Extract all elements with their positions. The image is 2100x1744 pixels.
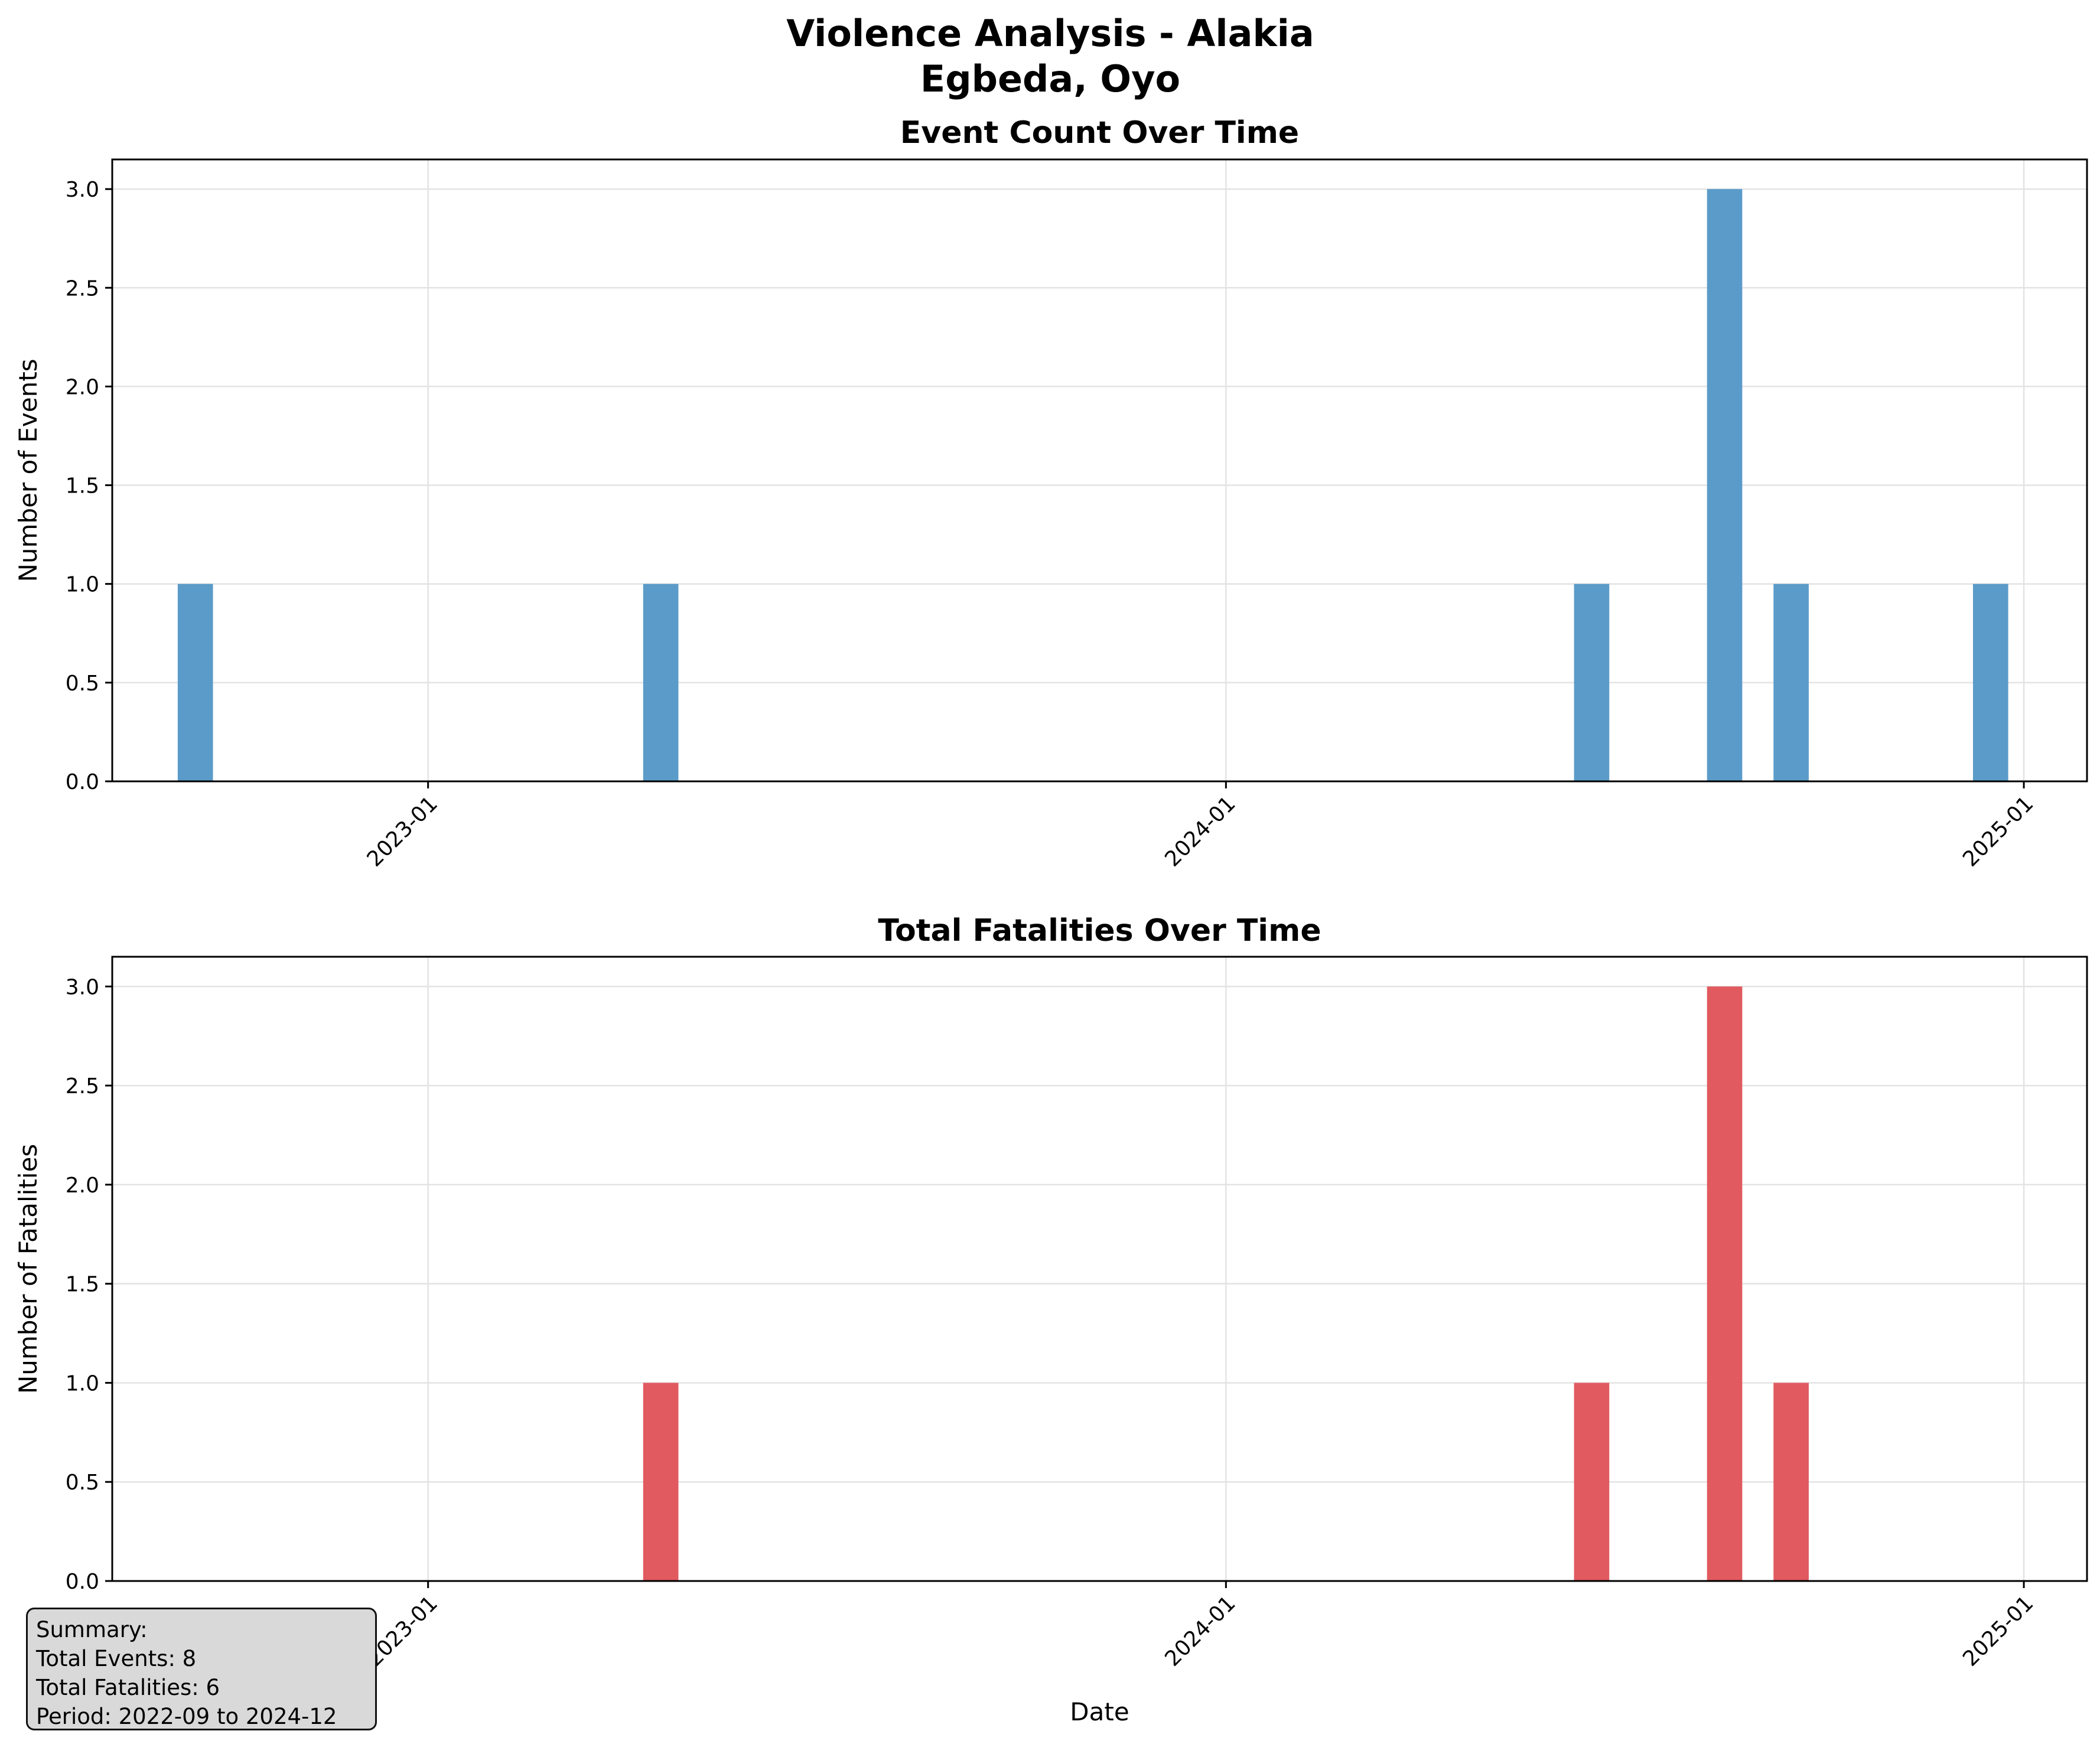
summary-total-fatalities: Total Fatalities: 6	[36, 1675, 220, 1700]
x-tick-label: 2023-01	[363, 791, 442, 871]
x-tick-label: 2025-01	[1958, 791, 2038, 871]
chart-title: Event Count Over Time	[900, 115, 1299, 151]
y-tick-label: 0.5	[66, 671, 99, 696]
y-tick-label: 1.0	[66, 1371, 99, 1396]
figure-title-line2: Egbeda, Oyo	[920, 57, 1180, 100]
y-tick-label: 0.0	[66, 770, 99, 794]
bar-2022-09	[177, 583, 213, 781]
y-tick-label: 2.0	[66, 375, 99, 399]
x-axis-label: Date	[1070, 1697, 1129, 1726]
y-axis-label: Number of Events	[14, 358, 43, 582]
bar-2024-06	[1574, 583, 1610, 781]
bar-2024-06	[1574, 1383, 1610, 1581]
summary-heading: Summary:	[36, 1617, 148, 1642]
bar-2023-04	[643, 1383, 679, 1581]
y-axis-label: Number of Fatalities	[14, 1144, 43, 1394]
x-tick-label: 2024-01	[1160, 791, 1240, 871]
y-tick-label: 2.5	[66, 276, 99, 301]
summary-box: Summary: Total Events: 8 Total Fatalitie…	[26, 1608, 377, 1730]
event-count-chart: 0.0 0.5 1.0 1.5 2.0 2.5 3.0 2023-01 2024-01 2025-…	[14, 115, 2088, 872]
chart-title: Total Fatalities Over Time	[878, 913, 1321, 948]
y-tick-label: 0.0	[66, 1570, 99, 1594]
y-tick-label: 1.0	[66, 573, 99, 597]
y-tick-label: 0.5	[66, 1471, 99, 1495]
y-tick-label: 2.5	[66, 1074, 99, 1098]
summary-period: Period: 2022-09 to 2024-12	[36, 1704, 337, 1729]
bar-2024-08	[1707, 189, 1743, 782]
x-tick-label: 2024-01	[1160, 1591, 1240, 1671]
bar-2024-08	[1707, 986, 1743, 1581]
bar-2024-09	[1773, 1383, 1809, 1581]
plot-frame	[111, 956, 2088, 1582]
plot-frame	[111, 158, 2088, 783]
figure-title-line1: Violence Analysis - Alakia	[786, 12, 1314, 55]
y-tick-label: 3.0	[66, 975, 99, 999]
summary-total-events: Total Events: 8	[36, 1646, 197, 1671]
y-tick-label: 3.0	[66, 178, 99, 202]
y-tick-label: 1.5	[66, 474, 99, 498]
y-tick-label: 2.0	[66, 1173, 99, 1198]
y-tick-label: 1.5	[66, 1273, 99, 1297]
bar-2024-09	[1773, 583, 1809, 781]
bar-2024-12	[1972, 583, 2008, 781]
bar-2023-04	[643, 583, 679, 781]
x-tick-label: 2025-01	[1958, 1591, 2038, 1671]
